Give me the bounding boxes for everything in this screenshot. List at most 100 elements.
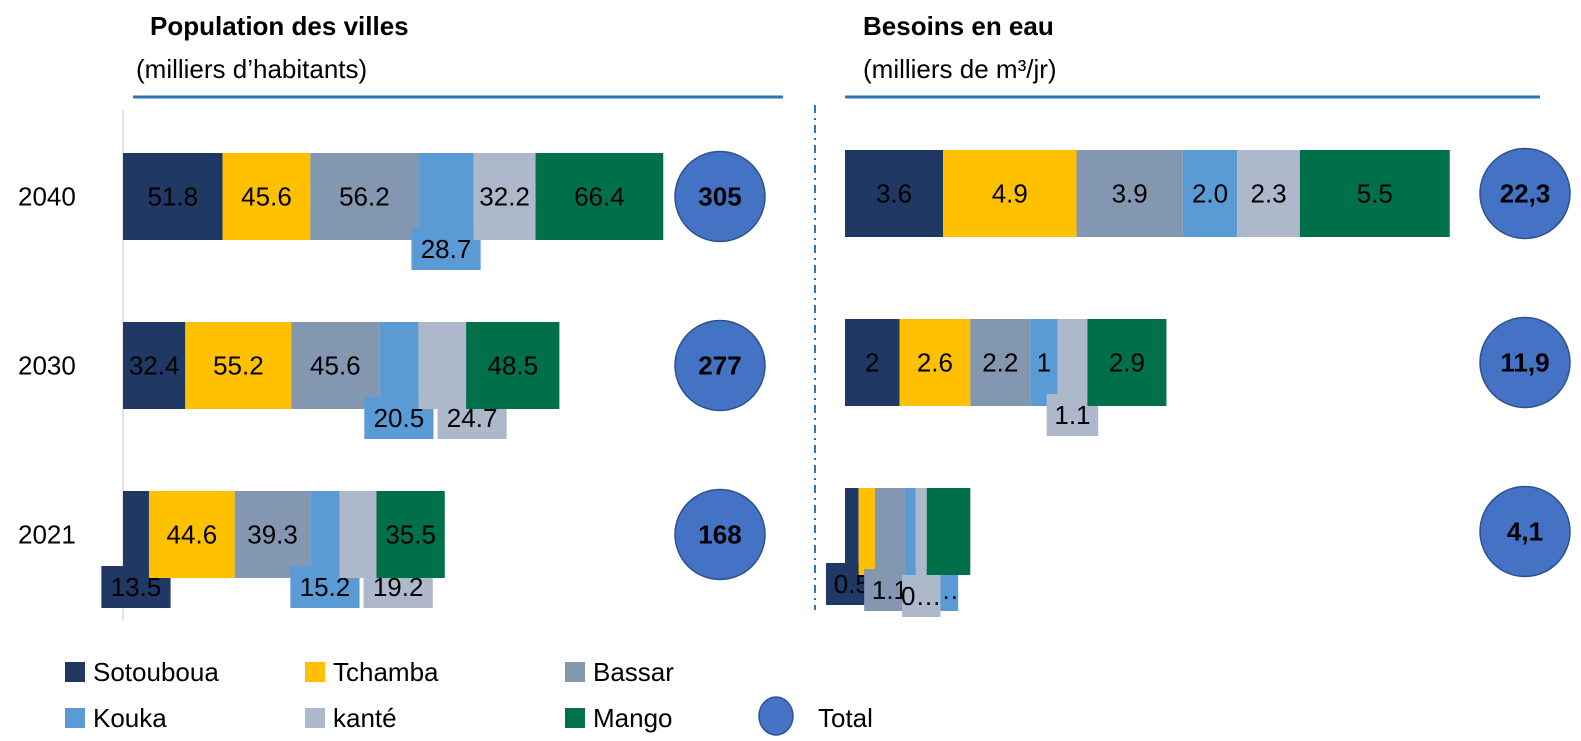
data-label: 44.6 [167, 519, 218, 549]
data-label: 45.6 [310, 350, 361, 380]
bar-segment [845, 488, 859, 575]
data-label: 2 [865, 347, 879, 377]
data-label: 2.0 [1192, 178, 1228, 208]
data-label: 48.5 [487, 350, 538, 380]
legend-swatch [65, 708, 85, 728]
chart-subtitle: (milliers d’habitants) [136, 54, 367, 84]
bar-segment [1299, 150, 1450, 237]
label-box [902, 575, 941, 617]
data-label: 5.5 [1357, 178, 1393, 208]
data-label: 32.4 [129, 350, 180, 380]
legend-label: Tchamba [333, 657, 439, 687]
total-marker [1479, 147, 1571, 240]
bar-segment [1087, 319, 1167, 406]
y-tick-label: 2030 [18, 350, 76, 380]
bar-segment [310, 491, 340, 578]
legend-swatch [305, 708, 325, 728]
bar-segment [926, 488, 971, 575]
data-label: 39.3 [247, 519, 298, 549]
data-label: 1.1 [872, 575, 908, 605]
bar-segment [310, 153, 419, 240]
total-marker [674, 150, 766, 243]
bar-segment [418, 322, 467, 409]
data-label: 45.6 [241, 181, 292, 211]
legend-swatch [565, 708, 585, 728]
legend-label: kanté [333, 703, 397, 733]
data-label: 2.3 [1251, 178, 1287, 208]
bar-segment [904, 488, 916, 575]
bar-segment [1237, 150, 1300, 237]
bar-segment [123, 153, 223, 240]
data-label: 2.2 [982, 347, 1018, 377]
legend-label: Sotouboua [93, 657, 219, 687]
bar-segment [1182, 150, 1238, 237]
data-label: 4.9 [992, 178, 1028, 208]
y-tick-label: 2021 [18, 519, 76, 549]
bar-segment [1030, 319, 1058, 406]
bar-segment [845, 319, 900, 406]
total-label: 277 [698, 350, 741, 380]
legend-label: Bassar [593, 657, 674, 687]
total-marker [1479, 316, 1571, 409]
data-label: 2.9 [1109, 347, 1145, 377]
total-label: 4,1 [1507, 516, 1543, 546]
bar-segment [915, 488, 927, 575]
chart-title: Population des villes [150, 11, 409, 41]
total-label: 305 [698, 181, 741, 211]
legend-label: Mango [593, 703, 673, 733]
bar-segment [123, 322, 186, 409]
bar-segment [379, 322, 419, 409]
bar-segment [874, 488, 905, 575]
data-label: 32.2 [479, 181, 530, 211]
bar-segment [899, 319, 971, 406]
legend-label: Kouka [93, 703, 167, 733]
legend-label: Total [818, 703, 873, 733]
total-marker [674, 319, 766, 412]
data-label: 2.6 [917, 347, 953, 377]
bar-segment [473, 153, 536, 240]
data-label: 35.5 [385, 519, 436, 549]
legend-swatch [565, 662, 585, 682]
bar-segment [185, 322, 292, 409]
bar-segment [339, 491, 377, 578]
total-marker [674, 488, 766, 581]
chart-subtitle: (milliers de m³/jr) [863, 54, 1057, 84]
y-tick-label: 2040 [18, 181, 76, 211]
bar-segment [1057, 319, 1088, 406]
legend-swatch [758, 696, 794, 736]
total-label: 22,3 [1500, 178, 1551, 208]
total-label: 11,9 [1500, 347, 1549, 377]
data-label: 3.9 [1112, 178, 1148, 208]
bar-segment [466, 322, 560, 409]
data-label: 56.2 [339, 181, 390, 211]
bar-segment [943, 150, 1077, 237]
bar-segment [148, 491, 235, 578]
bar-segment [418, 153, 474, 240]
data-label: 28.7 [421, 234, 472, 264]
data-label: 66.4 [574, 181, 625, 211]
data-label: 1.1 [1054, 400, 1090, 430]
bar-segment [858, 488, 875, 575]
bar-segment [123, 491, 149, 578]
bar-segment [845, 150, 944, 237]
data-label: 51.8 [148, 181, 199, 211]
legend-swatch [65, 662, 85, 682]
bar-segment [234, 491, 311, 578]
total-marker [1479, 485, 1571, 578]
data-label: 1 [1037, 347, 1051, 377]
data-label: 55.2 [213, 350, 264, 380]
total-label: 168 [698, 519, 741, 549]
bar-segment [291, 322, 380, 409]
bar-segment [535, 153, 664, 240]
legend-swatch [305, 662, 325, 682]
chart-title: Besoins en eau [863, 11, 1054, 41]
bar-segment [222, 153, 311, 240]
bar-segment [376, 491, 445, 578]
bar-segment [1076, 150, 1183, 237]
label-box [411, 228, 481, 270]
data-label: 0… [901, 581, 941, 611]
data-label: 20.5 [374, 403, 425, 433]
bar-segment [970, 319, 1031, 406]
data-label: 3.6 [876, 178, 912, 208]
